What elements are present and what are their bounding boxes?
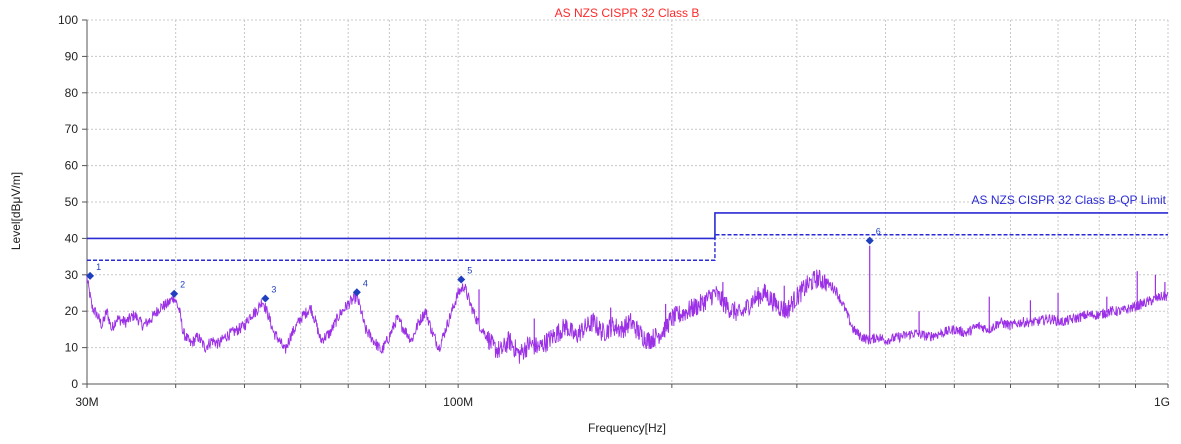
y-tick-label: 90 [65, 49, 79, 63]
x-tick-label: 100M [443, 395, 473, 409]
qp-margin-line [87, 234, 1168, 261]
peak-marker [457, 275, 466, 284]
y-tick-label: 70 [65, 122, 79, 136]
y-tick-label: 10 [65, 341, 79, 355]
peak-marker-label: 5 [467, 266, 472, 276]
y-tick-label: 80 [65, 86, 79, 100]
qp-limit-line [87, 212, 1168, 240]
y-tick-label: 20 [65, 304, 79, 318]
peak-marker [170, 289, 179, 298]
y-tick-label: 100 [58, 13, 78, 27]
measurement-trace [86, 269, 1169, 364]
peak-marker-label: 6 [876, 227, 881, 237]
marker-layer: 1 2 3 4 5 6 [86, 227, 881, 303]
trace-layer [86, 245, 1169, 364]
peak-marker [86, 271, 95, 280]
peak-marker-label: 1 [96, 262, 101, 272]
limit-layer [87, 212, 1168, 261]
peak-marker [261, 294, 270, 303]
peak-marker [352, 288, 361, 297]
peak-marker-label: 3 [271, 284, 276, 294]
y-axis-label: Level[dBμV/m] [9, 172, 23, 250]
y-tick-label: 50 [65, 195, 79, 209]
y-tick-label: 0 [71, 377, 78, 391]
y-tick-label: 30 [65, 268, 79, 282]
peak-marker [865, 236, 874, 245]
x-tick-label: 30M [75, 395, 98, 409]
peak-marker-label: 2 [180, 280, 185, 290]
x-tick-label: 1G [1154, 395, 1170, 409]
axes: 0 10 20 30 40 50 60 70 80 90 100 30M 100M 1G [58, 13, 1170, 409]
limit-annotation: AS NZS CISPR 32 Class B-QP Limit [972, 193, 1167, 207]
y-tick-label: 40 [65, 231, 79, 245]
y-tick-label: 60 [65, 159, 79, 173]
peak-marker-label: 4 [363, 278, 368, 288]
x-axis-label: Frequency[Hz] [588, 421, 666, 435]
chart-title: AS NZS CISPR 32 Class B [555, 6, 700, 20]
